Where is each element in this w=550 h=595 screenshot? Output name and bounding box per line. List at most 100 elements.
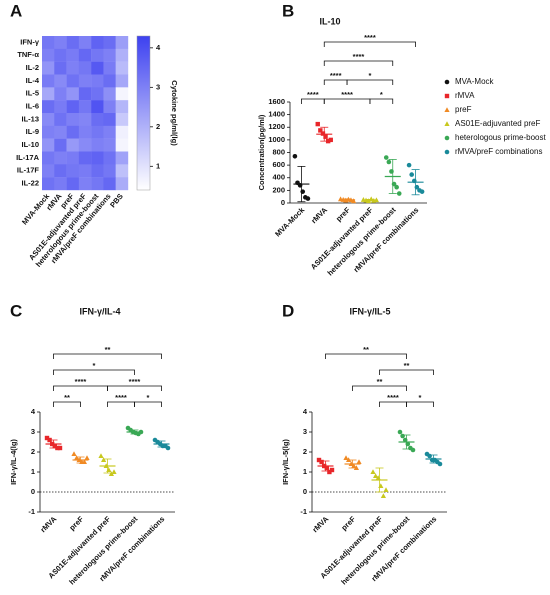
data-point <box>327 469 332 475</box>
significance-bracket <box>323 98 371 104</box>
colorbar-label: Cytokine pg/ml(lg) <box>170 80 179 146</box>
significance-bracket <box>53 385 108 391</box>
y-tick-label: 4 <box>303 407 308 416</box>
legend-label: rMVA <box>455 91 475 100</box>
heat-cell <box>103 100 116 114</box>
heat-cell <box>91 87 104 101</box>
data-point <box>373 473 379 478</box>
data-point <box>419 189 425 194</box>
heat-cell <box>91 113 104 127</box>
significance-bracket <box>107 401 135 407</box>
data-point <box>378 483 384 488</box>
data-point <box>165 445 171 451</box>
column-label: PBS <box>108 192 125 210</box>
heat-cell <box>115 125 129 139</box>
legend-label: preF <box>455 105 472 114</box>
data-point <box>57 445 63 451</box>
data-point <box>319 459 324 465</box>
significance-bracket <box>301 98 325 104</box>
heat-cell <box>91 164 104 178</box>
heat-cell <box>42 100 55 114</box>
data-point <box>343 455 349 460</box>
heat-cell <box>91 138 104 152</box>
heat-cell <box>78 177 92 191</box>
legend-marker <box>444 121 450 126</box>
significance-label: ** <box>404 361 410 370</box>
data-point <box>101 457 107 462</box>
significance-bracket <box>53 401 81 407</box>
heat-cell <box>66 138 80 152</box>
data-point <box>427 453 432 459</box>
heat-cell <box>42 138 55 152</box>
significance-label: **** <box>115 393 127 402</box>
heat-cell <box>115 138 129 152</box>
heat-cell <box>115 100 129 114</box>
heat-cell <box>78 74 92 88</box>
data-point <box>292 153 298 159</box>
significance-label: **** <box>364 33 376 42</box>
data-point <box>111 469 117 474</box>
heat-cell <box>54 100 67 114</box>
y-tick-label: 1200 <box>268 122 285 131</box>
significance-bracket <box>323 41 416 47</box>
row-label: IL-2 <box>26 63 39 72</box>
data-point <box>356 459 362 464</box>
x-tick-label: rMVA <box>310 514 330 534</box>
y-tick-label: 3 <box>303 427 307 436</box>
y-tick-label: 2 <box>303 447 307 456</box>
data-point <box>394 184 399 190</box>
legend-marker <box>444 93 450 99</box>
heat-cell <box>54 87 67 101</box>
heat-cell <box>66 100 80 114</box>
y-tick-label: 2 <box>31 447 35 456</box>
heat-cell <box>42 87 55 101</box>
heat-cell <box>54 74 67 88</box>
y-tick-label: 4 <box>31 407 36 416</box>
heat-cell <box>115 164 129 178</box>
y-axis-label: Concentration(pg/ml) <box>257 114 266 190</box>
heat-cell <box>115 87 129 101</box>
y-axis-label: IFN-γ/IL-4(lg) <box>9 439 18 485</box>
data-point <box>383 487 389 492</box>
x-tick-label: rMVA <box>38 514 58 534</box>
data-point <box>320 131 326 136</box>
panel-label: A <box>10 1 22 20</box>
row-label: IL-6 <box>26 102 39 111</box>
legend-label: AS01E-adjuvanted preF <box>455 119 541 128</box>
data-point <box>315 121 320 127</box>
significance-bracket <box>107 385 162 391</box>
data-point <box>380 493 386 498</box>
heat-cell <box>66 125 80 139</box>
heat-cell <box>115 151 129 165</box>
heat-cell <box>54 113 67 127</box>
data-point <box>316 457 322 463</box>
data-point <box>409 172 414 177</box>
heat-cell <box>78 113 92 127</box>
significance-bracket <box>352 385 407 391</box>
heat-cell <box>78 151 92 165</box>
significance-label: * <box>419 393 422 402</box>
panel-label: C <box>10 301 22 320</box>
panel-label: D <box>282 301 294 320</box>
heat-cell <box>66 151 80 165</box>
significance-label: **** <box>75 377 87 386</box>
y-tick-label: 600 <box>272 160 285 169</box>
heat-cell <box>42 113 55 127</box>
data-point <box>410 447 416 453</box>
heat-cell <box>54 151 67 165</box>
x-tick-label: preF <box>67 514 85 532</box>
heat-cell <box>103 87 116 101</box>
row-label: IL-4 <box>26 76 40 85</box>
x-tick-label: preF <box>334 205 352 223</box>
y-tick-label: 800 <box>272 147 285 156</box>
colorbar-tick-label: 1 <box>156 161 160 170</box>
heat-cell <box>78 164 92 178</box>
y-axis-label: IFN-γ/IL-5(lg) <box>281 439 290 485</box>
significance-label: **** <box>307 90 319 99</box>
significance-bracket <box>346 79 394 85</box>
data-point <box>386 159 392 165</box>
significance-bracket <box>379 369 434 375</box>
heat-cell <box>115 61 129 75</box>
y-tick-label: -1 <box>300 507 307 516</box>
heat-cell <box>42 36 55 50</box>
